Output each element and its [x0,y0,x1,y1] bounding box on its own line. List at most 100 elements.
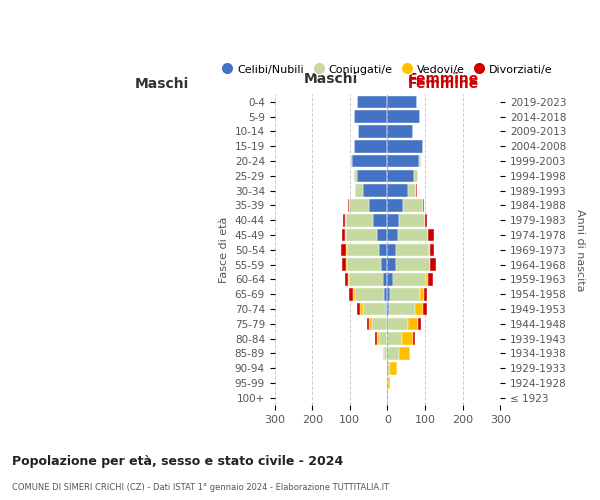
Bar [373,318,386,330]
Bar [346,229,377,241]
Bar [373,214,388,226]
Bar [403,199,423,212]
Bar [388,199,403,212]
Bar [349,199,370,212]
Bar [359,303,362,316]
Text: Maschi: Maschi [135,78,189,92]
Bar [375,332,377,345]
Bar [379,244,388,256]
Bar [388,110,421,123]
Bar [430,244,434,256]
Bar [362,303,386,316]
Bar [388,377,390,390]
Bar [355,110,388,123]
Bar [415,303,423,316]
Bar [418,318,421,330]
Bar [386,362,388,374]
Bar [355,140,388,152]
Bar [388,244,395,256]
Bar [355,288,385,300]
Bar [388,155,419,168]
Bar [341,258,346,271]
Bar [363,184,388,197]
Bar [385,347,388,360]
Bar [429,244,430,256]
Bar [346,214,373,226]
Bar [388,258,395,271]
Bar [386,318,388,330]
Bar [426,273,428,286]
Bar [388,170,414,182]
Legend: Celibi/Nubili, Coniugati/e, Vedovi/e, Divorziati/e: Celibi/Nubili, Coniugati/e, Vedovi/e, Di… [217,60,557,80]
Bar [383,273,388,286]
Bar [358,125,388,138]
Bar [343,214,346,226]
Bar [423,303,427,316]
Bar [356,303,359,316]
Y-axis label: Fasce di età: Fasce di età [219,216,229,283]
Bar [349,288,353,300]
Bar [388,229,398,241]
Bar [398,347,410,360]
Bar [388,347,398,360]
Bar [344,273,349,286]
Bar [352,155,388,168]
Bar [388,332,403,345]
Bar [424,288,427,300]
Bar [419,155,421,168]
Bar [395,258,430,271]
Bar [379,332,388,345]
Bar [403,332,413,345]
Bar [388,288,391,300]
Bar [383,347,385,360]
Bar [389,303,415,316]
Bar [349,273,383,286]
Bar [388,96,418,108]
Bar [341,244,346,256]
Bar [414,170,418,182]
Bar [347,199,349,212]
Bar [428,229,434,241]
Text: Popolazione per età, sesso e stato civile - 2024: Popolazione per età, sesso e stato civil… [12,455,343,468]
Bar [386,303,388,316]
Text: COMUNE DI SIMERI CRICHI (CZ) - Dati ISTAT 1° gennaio 2024 - Elaborazione TUTTITA: COMUNE DI SIMERI CRICHI (CZ) - Dati ISTA… [12,483,389,492]
Text: Femmine: Femmine [408,78,479,92]
Bar [388,303,389,316]
Bar [385,288,388,300]
Bar [423,199,424,212]
Bar [358,170,388,182]
Bar [388,140,423,152]
Bar [347,258,380,271]
Bar [400,214,425,226]
Bar [368,318,373,330]
Bar [380,258,388,271]
Bar [377,229,388,241]
Bar [408,184,416,197]
Bar [425,214,427,226]
Bar [416,184,417,197]
Bar [388,184,408,197]
Bar [420,288,424,300]
Bar [428,273,433,286]
Text: Femmine: Femmine [408,72,479,86]
Bar [346,258,347,271]
Bar [430,258,436,271]
Bar [370,199,388,212]
Bar [347,244,379,256]
Bar [388,318,408,330]
Bar [342,229,346,241]
Y-axis label: Anni di nascita: Anni di nascita [575,208,585,291]
Bar [388,273,393,286]
Bar [388,214,400,226]
Bar [388,125,413,138]
Bar [350,155,352,168]
Bar [395,244,429,256]
Bar [355,184,363,197]
Bar [358,96,388,108]
Bar [408,318,418,330]
Bar [377,332,379,345]
Bar [391,362,397,374]
Bar [413,332,415,345]
Bar [391,288,420,300]
Bar [388,362,391,374]
